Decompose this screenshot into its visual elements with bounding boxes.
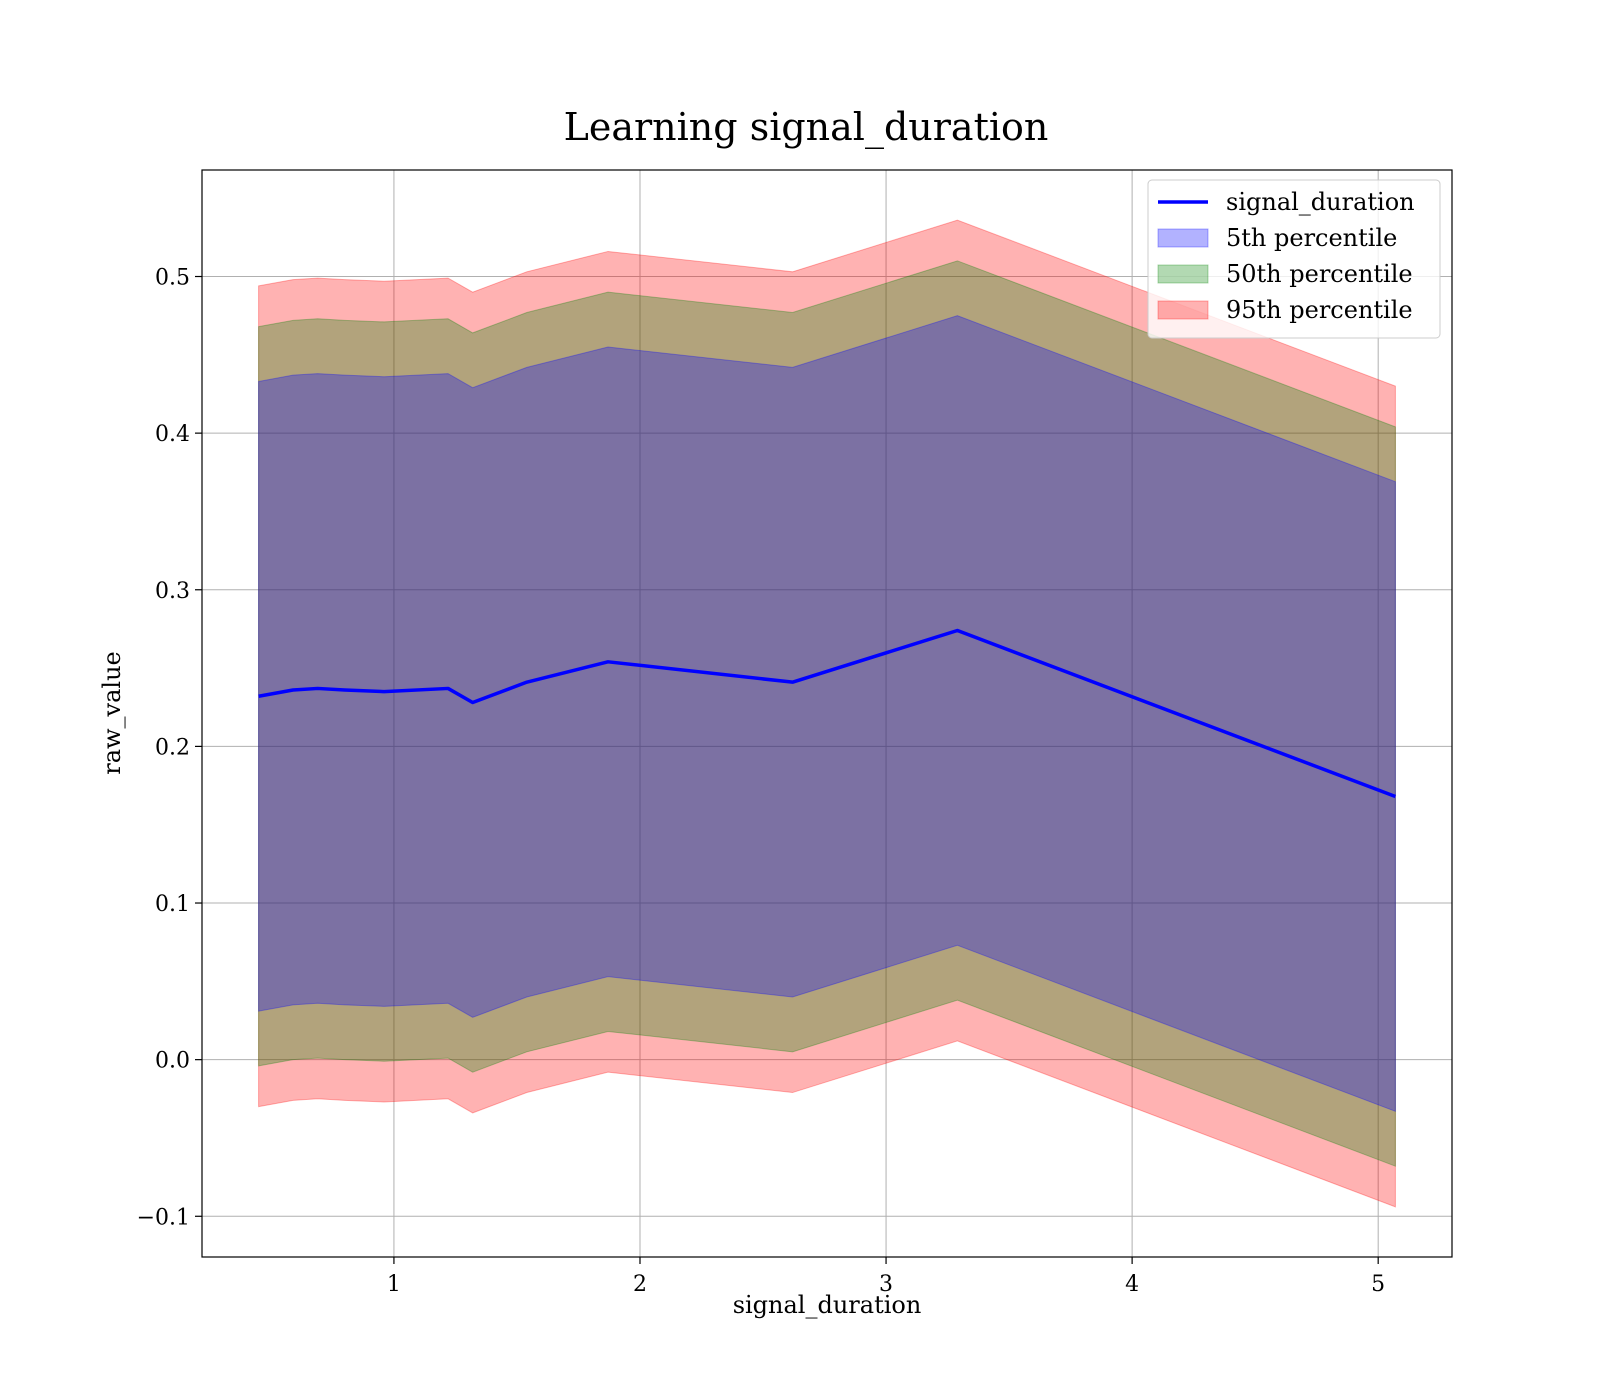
- legend-swatch-band: [1157, 264, 1209, 284]
- chart-title: Learning signal_duration: [564, 105, 1049, 150]
- x-tick-label: 3: [879, 1272, 893, 1297]
- axis-ticks: 1 2 3 4 5 −0.1 0.0 0.1 0.2 0.3 0.4 0.5: [137, 266, 1386, 1297]
- legend-box: [1147, 179, 1441, 339]
- y-axis-label: raw_value: [98, 651, 126, 775]
- percentile-bands: [258, 219, 1396, 1208]
- y-tick-label: 0.5: [155, 266, 190, 291]
- y-tick-label: 0.2: [155, 735, 190, 760]
- y-tick-label: 0.0: [155, 1049, 190, 1074]
- band-5th-percentile: [258, 315, 1396, 1113]
- x-axis-label: signal_duration: [733, 1291, 922, 1319]
- legend: signal_duration 5th percentile 50th percen…: [1147, 179, 1441, 339]
- band-95th-percentile: [258, 219, 1396, 1208]
- band-50th-percentile: [258, 260, 1396, 1167]
- series-lines: [258, 628, 1397, 799]
- y-tick-label: −0.1: [137, 1205, 190, 1230]
- y-tick-label: 0.1: [155, 892, 190, 917]
- legend-label: 5th percentile: [1226, 224, 1397, 252]
- x-tick-label: 5: [1371, 1272, 1385, 1297]
- grid: [202, 170, 1452, 1257]
- y-tick-label: 0.4: [155, 422, 190, 447]
- plot-area-frame: [201, 169, 1453, 1258]
- legend-label: signal_duration: [1226, 188, 1415, 216]
- legend-label: 50th percentile: [1226, 260, 1413, 288]
- y-tick-label: 0.3: [155, 579, 190, 604]
- x-tick-label: 2: [633, 1272, 647, 1297]
- x-tick-label: 4: [1125, 1272, 1139, 1297]
- legend-swatch-band: [1157, 300, 1209, 320]
- legend-swatch-band: [1157, 228, 1209, 248]
- series-line-signal-duration: [258, 628, 1397, 799]
- legend-label: 95th percentile: [1226, 296, 1413, 324]
- x-tick-label: 1: [387, 1272, 401, 1297]
